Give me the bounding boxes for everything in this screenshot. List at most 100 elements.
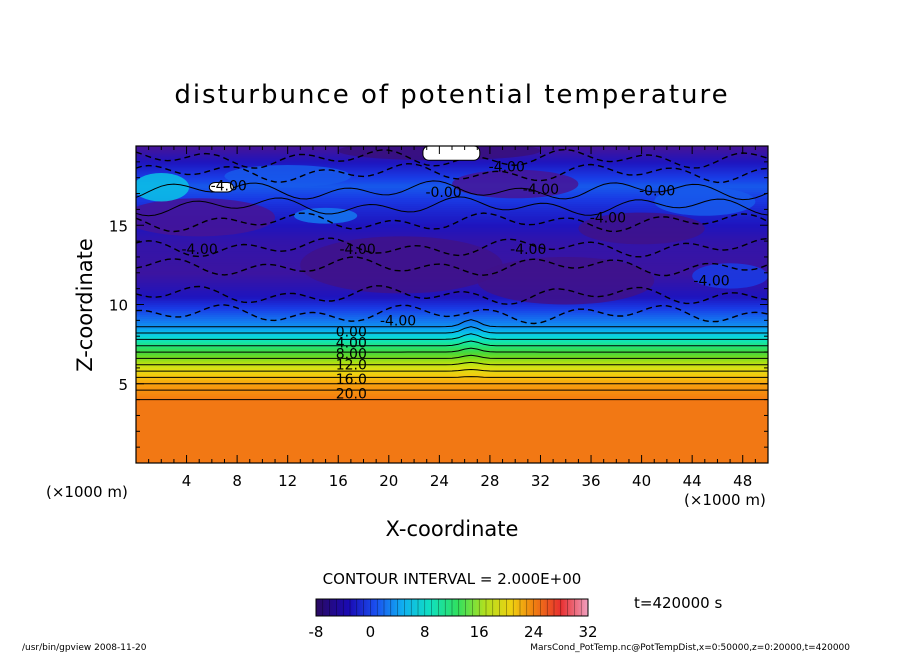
field-band <box>136 197 768 201</box>
contour-label: 4.00 <box>336 336 367 352</box>
field-band <box>136 288 768 292</box>
field-band <box>136 308 768 312</box>
field-band <box>136 352 768 355</box>
field-band <box>136 403 768 407</box>
field-band <box>136 401 768 405</box>
field-band <box>136 209 768 212</box>
x-tick-label: 4 <box>182 472 192 490</box>
field-band <box>136 201 768 205</box>
field-band <box>136 175 768 179</box>
field-band <box>136 447 768 450</box>
field-band <box>136 413 768 417</box>
field-band <box>136 235 768 238</box>
contour-line <box>136 361 768 366</box>
contour-label: -4.00 <box>182 242 218 258</box>
field-band <box>136 326 768 329</box>
field-band <box>136 373 768 377</box>
field-band <box>136 167 768 171</box>
missing-data-patch <box>208 181 234 193</box>
time-label: t=420000 s <box>634 594 722 612</box>
contour-label: 20.0 <box>336 386 367 402</box>
field-band <box>136 399 768 403</box>
field-band <box>136 213 768 216</box>
field-band <box>136 357 768 361</box>
field-band <box>136 310 768 314</box>
field-band <box>136 367 768 371</box>
field-band <box>136 340 768 343</box>
field-band <box>136 203 768 207</box>
x-tick-label: 16 <box>329 472 348 490</box>
field-band <box>136 371 768 375</box>
contour-label: -4.00 <box>489 160 525 176</box>
x-tick-label: 24 <box>430 472 449 490</box>
contour-line <box>136 285 768 306</box>
field-band <box>136 171 768 175</box>
field-band <box>136 449 768 452</box>
field-band <box>136 415 768 419</box>
field-band <box>136 419 768 422</box>
x-tick-label: 28 <box>480 472 499 490</box>
footer-right: MarsCond_PotTemp.nc@PotTempDist,x=0:5000… <box>530 643 850 653</box>
field-band <box>136 361 768 365</box>
field-band <box>136 365 768 369</box>
colorbar-tick-label: 8 <box>420 623 430 641</box>
field-band <box>136 443 768 446</box>
field-band <box>136 332 768 335</box>
y-tick-label: 10 <box>109 297 128 315</box>
x-axis: 4 8 12 16 20 24 28 32 36 40 44 48 <box>148 146 756 490</box>
field-band <box>136 199 768 203</box>
field-band <box>136 457 768 460</box>
field-band <box>136 441 768 444</box>
contour-label: -4.00 <box>590 210 626 226</box>
field-band <box>136 354 768 357</box>
contour-line <box>136 237 768 258</box>
field-band <box>136 417 768 421</box>
field-band <box>136 427 768 430</box>
contour-interval-label: CONTOUR INTERVAL = 2.000E+00 <box>323 570 582 588</box>
colorbar-tick-label: -8 <box>309 623 324 641</box>
field-band <box>136 219 768 222</box>
field-band <box>136 177 768 181</box>
y-axis: 5 10 15 <box>109 161 768 448</box>
field-band <box>136 379 768 383</box>
contour-label: -0.00 <box>639 183 675 199</box>
field-band <box>136 342 768 345</box>
field-feature <box>136 172 190 202</box>
contour-line <box>136 340 768 347</box>
field-band <box>136 312 768 316</box>
contour-label: -4.00 <box>510 242 546 258</box>
contour-line <box>136 333 768 340</box>
field-band <box>136 453 768 456</box>
field-feature <box>136 198 276 237</box>
field-band <box>136 439 768 442</box>
x-axis-label: X-coordinate <box>386 517 519 541</box>
field-band <box>136 395 768 399</box>
field-band <box>136 211 768 214</box>
field-band <box>136 389 768 393</box>
contour-line <box>136 196 768 217</box>
x-tick-label: 8 <box>232 472 242 490</box>
field-band <box>136 191 768 195</box>
field-band <box>136 433 768 436</box>
contour-line <box>136 212 768 233</box>
colorbar-tick-label: 24 <box>524 623 543 641</box>
field-band <box>136 435 768 438</box>
field-band <box>136 294 768 298</box>
field-band <box>136 306 768 310</box>
contour-label: -0.00 <box>425 185 461 201</box>
field-band <box>136 161 768 165</box>
chart-title: disturbunce of potential temperature <box>174 80 729 110</box>
field-band <box>136 217 768 220</box>
contour-line <box>136 256 768 277</box>
y-tick-label: 5 <box>118 376 128 394</box>
field-band <box>136 229 768 232</box>
field-band <box>136 195 768 199</box>
field-band <box>136 322 768 325</box>
contour-line <box>136 368 768 372</box>
field-band <box>136 314 768 317</box>
field-band <box>136 193 768 197</box>
contour-line <box>136 354 768 359</box>
x-tick-label: 44 <box>683 472 702 490</box>
field-band <box>136 455 768 458</box>
field-feature <box>477 256 655 305</box>
